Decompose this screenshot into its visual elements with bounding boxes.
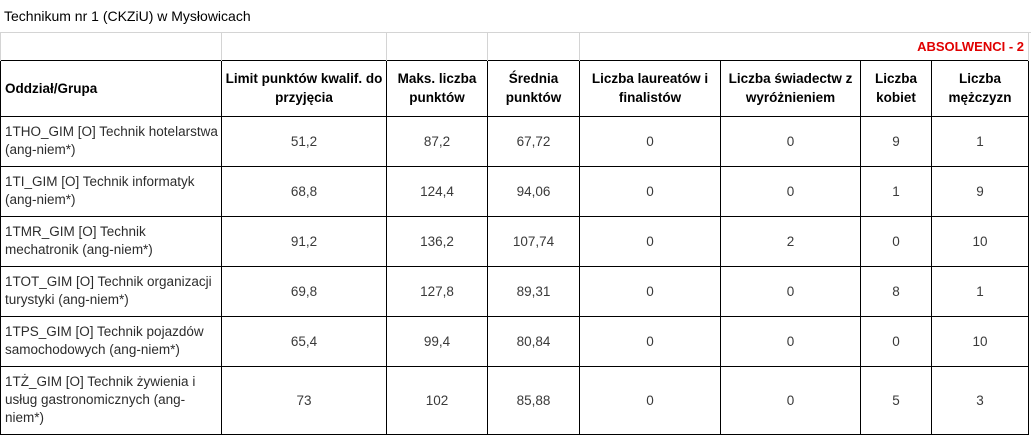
- empty-cell[interactable]: [386, 33, 488, 60]
- data-cell[interactable]: 1: [931, 115, 1029, 167]
- data-cell[interactable]: 8: [860, 265, 932, 317]
- data-cell[interactable]: 5: [860, 365, 932, 435]
- empty-cell[interactable]: [0, 33, 222, 60]
- header-cell-group[interactable]: Oddział/Grupa: [0, 59, 222, 117]
- group-name-cell[interactable]: 1TMR_GIM [O] Technik mechatronik (ang-ni…: [0, 215, 222, 267]
- data-cell[interactable]: 0: [720, 115, 861, 167]
- data-cell[interactable]: 3: [931, 365, 1029, 435]
- header-cell-limit[interactable]: Limit punktów kwalif. do przyjęcia: [221, 59, 387, 117]
- group-name-cell[interactable]: 1TPS_GIM [O] Technik pojazdów samochodow…: [0, 315, 222, 367]
- data-cell[interactable]: 9: [860, 115, 932, 167]
- data-cell[interactable]: 0: [720, 315, 861, 367]
- empty-cell[interactable]: [487, 33, 580, 60]
- group-name-cell[interactable]: 1TI_GIM [O] Technik informatyk (ang-niem…: [0, 165, 222, 217]
- data-cell[interactable]: 127,8: [386, 265, 488, 317]
- header-cell-women[interactable]: Liczba kobiet: [860, 59, 932, 117]
- data-cell[interactable]: 0: [579, 365, 721, 435]
- data-cell[interactable]: 107,74: [487, 215, 580, 267]
- header-row: Oddział/Grupa Limit punktów kwalif. do p…: [0, 59, 1029, 117]
- data-cell[interactable]: 0: [579, 265, 721, 317]
- data-cell[interactable]: 0: [579, 165, 721, 217]
- data-cell[interactable]: 1: [860, 165, 932, 217]
- data-cell[interactable]: 136,2: [386, 215, 488, 267]
- data-cell[interactable]: 89,31: [487, 265, 580, 317]
- data-cell[interactable]: 124,4: [386, 165, 488, 217]
- data-cell[interactable]: 102: [386, 365, 488, 435]
- table-row: 1TŻ_GIM [O] Technik żywienia i usług gas…: [0, 365, 1029, 435]
- data-cell[interactable]: 99,4: [386, 315, 488, 367]
- data-cell[interactable]: 0: [579, 115, 721, 167]
- data-cell[interactable]: 91,2: [221, 215, 387, 267]
- empty-cell[interactable]: [221, 33, 387, 60]
- table-row: 1TI_GIM [O] Technik informatyk (ang-niem…: [0, 165, 1029, 217]
- data-cell[interactable]: 0: [860, 215, 932, 267]
- data-cell[interactable]: 51,2: [221, 115, 387, 167]
- results-table: ABSOLWENCI - 2 Oddział/Grupa Limit punkt…: [0, 33, 1029, 435]
- sheet-title[interactable]: Technikum nr 1 (CKZiU) w Mysłowicach: [4, 8, 251, 24]
- table-row: 1TMR_GIM [O] Technik mechatronik (ang-ni…: [0, 215, 1029, 267]
- data-cell[interactable]: 0: [720, 165, 861, 217]
- graduates-banner[interactable]: ABSOLWENCI - 2: [579, 33, 1029, 60]
- data-cell[interactable]: 68,8: [221, 165, 387, 217]
- data-cell[interactable]: 0: [860, 315, 932, 367]
- data-cell[interactable]: 2: [720, 215, 861, 267]
- table-row: 1TOT_GIM [O] Technik organizacji turysty…: [0, 265, 1029, 317]
- data-cell[interactable]: 0: [579, 315, 721, 367]
- header-cell-men[interactable]: Liczba mężczyzn: [931, 59, 1029, 117]
- data-cell[interactable]: 0: [720, 265, 861, 317]
- group-name-cell[interactable]: 1TŻ_GIM [O] Technik żywienia i usług gas…: [0, 365, 222, 435]
- spacer-row: ABSOLWENCI - 2: [0, 33, 1029, 60]
- header-cell-avg[interactable]: Średnia punktów: [487, 59, 580, 117]
- group-name-cell[interactable]: 1THO_GIM [O] Technik hotelarstwa (ang-ni…: [0, 115, 222, 167]
- data-cell[interactable]: 9: [931, 165, 1029, 217]
- data-cell[interactable]: 80,84: [487, 315, 580, 367]
- header-cell-laureates[interactable]: Liczba laureatów i finalistów: [579, 59, 721, 117]
- data-cell[interactable]: 1: [931, 265, 1029, 317]
- data-cell[interactable]: 0: [579, 215, 721, 267]
- table-row: 1TPS_GIM [O] Technik pojazdów samochodow…: [0, 315, 1029, 367]
- data-cell[interactable]: 65,4: [221, 315, 387, 367]
- group-name-cell[interactable]: 1TOT_GIM [O] Technik organizacji turysty…: [0, 265, 222, 317]
- data-cell[interactable]: 67,72: [487, 115, 580, 167]
- data-cell[interactable]: 85,88: [487, 365, 580, 435]
- data-cell[interactable]: 69,8: [221, 265, 387, 317]
- data-cell[interactable]: 73: [221, 365, 387, 435]
- data-cell[interactable]: 87,2: [386, 115, 488, 167]
- data-cell[interactable]: 0: [720, 365, 861, 435]
- header-cell-honors[interactable]: Liczba świadectw z wyróżnieniem: [720, 59, 861, 117]
- data-cell[interactable]: 10: [931, 315, 1029, 367]
- data-cell[interactable]: 10: [931, 215, 1029, 267]
- table-row: 1THO_GIM [O] Technik hotelarstwa (ang-ni…: [0, 115, 1029, 167]
- header-cell-max[interactable]: Maks. liczba punktów: [386, 59, 488, 117]
- sheet-title-row: Technikum nr 1 (CKZiU) w Mysłowicach: [0, 0, 1031, 33]
- data-cell[interactable]: 94,06: [487, 165, 580, 217]
